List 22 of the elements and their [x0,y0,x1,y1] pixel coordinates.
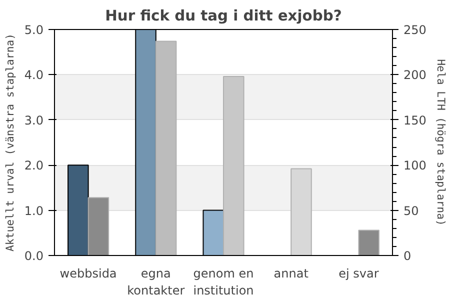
y-tick-label: 1.0 [24,204,44,218]
y2-tick-label: 250 [404,23,426,37]
y-tick-label: 5.0 [24,23,44,37]
chart-title: Hur fick du tag i ditt exjobb? [105,8,342,24]
x-tick-label: webbsida [60,266,117,280]
y2-tick-label: 0 [404,249,412,263]
bar [223,76,244,256]
bar [358,230,380,256]
y-tick-label: 3.0 [24,113,44,128]
y2-axis-title: Hela LTH (högra staplarna) [434,59,448,226]
y2-tick-label: 200 [404,68,426,82]
y-tick-label: 4.0 [24,68,44,82]
y-axis-title: Aktuellt urval (vänstra staplarna) [3,33,16,252]
y2-tick-label: 100 [404,158,426,173]
y2-tick-label: 150 [404,113,426,128]
x-tick-label: egna kontakter [127,266,185,298]
y-tick-label: 0.0 [24,249,44,263]
x-tick-label: annat [274,266,309,280]
x-tick-label: genom en institution [193,266,254,298]
y-tick-label: 2.0 [24,158,44,173]
x-tick-label: ej svar [338,266,379,280]
y2-tick-label: 50 [404,204,419,218]
